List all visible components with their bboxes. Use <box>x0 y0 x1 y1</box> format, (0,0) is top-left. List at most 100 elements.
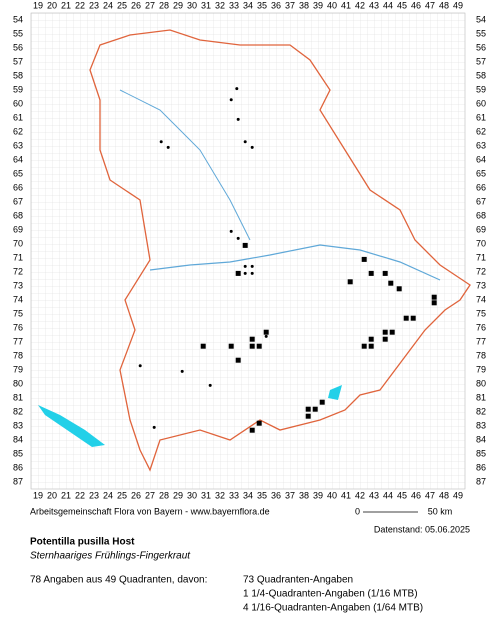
column-label: 47 <box>425 0 435 10</box>
species-name: Potentilla pusilla Host <box>30 537 135 548</box>
row-label: 73 <box>476 280 486 290</box>
column-label: 42 <box>355 0 365 10</box>
row-label: 79 <box>476 364 486 374</box>
row-label: 81 <box>476 392 486 402</box>
row-label: 54 <box>13 14 23 24</box>
column-label: 41 <box>341 490 351 500</box>
column-label: 31 <box>201 0 211 10</box>
column-label: 26 <box>131 490 141 500</box>
row-label: 63 <box>13 140 23 150</box>
record-square <box>410 315 416 321</box>
column-label: 40 <box>327 0 337 10</box>
row-label: 87 <box>13 476 23 486</box>
credit: Arbeitsgemeinschaft Flora von Bayern - w… <box>30 506 270 516</box>
column-label: 34 <box>243 490 253 500</box>
record-square <box>235 357 241 363</box>
record-square <box>242 242 248 248</box>
row-label: 84 <box>476 434 486 444</box>
column-label: 37 <box>285 490 295 500</box>
column-label: 41 <box>341 0 351 10</box>
row-label: 64 <box>476 154 486 164</box>
record-square <box>431 294 437 300</box>
row-label: 77 <box>476 336 486 346</box>
column-label: 38 <box>299 490 309 500</box>
row-label: 82 <box>476 406 486 416</box>
record-dot <box>180 369 184 373</box>
german-name: Sternhaariges Frühlings-Fingerkraut <box>30 551 191 562</box>
column-label: 48 <box>439 0 449 10</box>
record-square <box>305 406 311 412</box>
record-dot <box>250 264 254 268</box>
column-label: 43 <box>369 490 379 500</box>
detail: 73 Quadranten-Angaben <box>243 575 353 586</box>
row-label: 55 <box>476 28 486 38</box>
record-dot <box>243 264 247 268</box>
column-label: 36 <box>271 490 281 500</box>
row-label: 59 <box>13 84 23 94</box>
row-label: 76 <box>13 322 23 332</box>
record-square <box>368 336 374 342</box>
column-label: 22 <box>75 490 85 500</box>
column-label: 33 <box>229 0 239 10</box>
column-label: 19 <box>33 0 43 10</box>
record-dot <box>229 98 233 102</box>
column-label: 33 <box>229 490 239 500</box>
row-label: 69 <box>13 224 23 234</box>
row-label: 86 <box>13 462 23 472</box>
column-label: 27 <box>145 490 155 500</box>
row-label: 77 <box>13 336 23 346</box>
column-label: 44 <box>383 0 393 10</box>
row-label: 76 <box>476 322 486 332</box>
river <box>119 89 251 241</box>
river <box>149 244 441 281</box>
row-label: 72 <box>476 266 486 276</box>
record-dot <box>235 87 239 91</box>
column-label: 21 <box>61 490 71 500</box>
record-square <box>249 336 255 342</box>
row-label: 73 <box>13 280 23 290</box>
row-label: 69 <box>476 224 486 234</box>
column-label: 46 <box>411 490 421 500</box>
column-label: 36 <box>271 0 281 10</box>
record-square <box>200 343 206 349</box>
summary: 78 Angaben aus 49 Quadranten, davon: <box>30 575 207 586</box>
row-label: 83 <box>13 420 23 430</box>
record-square <box>249 343 255 349</box>
row-label: 74 <box>476 294 486 304</box>
record-square <box>382 329 388 335</box>
row-label: 66 <box>476 182 486 192</box>
record-square <box>305 413 311 419</box>
column-label: 24 <box>103 0 113 10</box>
row-label: 67 <box>13 196 23 206</box>
record-dot <box>236 117 240 121</box>
column-label: 23 <box>89 490 99 500</box>
column-label: 44 <box>383 490 393 500</box>
record-square <box>403 315 409 321</box>
record-dot <box>229 229 233 233</box>
row-label: 61 <box>13 112 23 122</box>
detail: 1 1/4-Quadranten-Angaben (1/16 MTB) <box>243 589 418 600</box>
row-label: 78 <box>476 350 486 360</box>
row-label: 65 <box>476 168 486 178</box>
record-square <box>368 270 374 276</box>
column-label: 29 <box>173 0 183 10</box>
row-label: 85 <box>476 448 486 458</box>
lake <box>328 385 342 400</box>
column-label: 20 <box>47 0 57 10</box>
record-square <box>312 406 318 412</box>
row-label: 66 <box>13 182 23 192</box>
column-label: 35 <box>257 490 267 500</box>
record-square <box>319 399 325 405</box>
row-label: 62 <box>13 126 23 136</box>
row-label: 85 <box>13 448 23 458</box>
record-dot <box>250 145 254 149</box>
row-label: 75 <box>13 308 23 318</box>
row-label: 80 <box>476 378 486 388</box>
record-square <box>382 270 388 276</box>
record-square <box>382 336 388 342</box>
record-dot <box>208 383 212 387</box>
date: Datenstand: 05.06.2025 <box>374 524 470 534</box>
row-label: 57 <box>476 56 486 66</box>
record-dot <box>243 271 247 275</box>
